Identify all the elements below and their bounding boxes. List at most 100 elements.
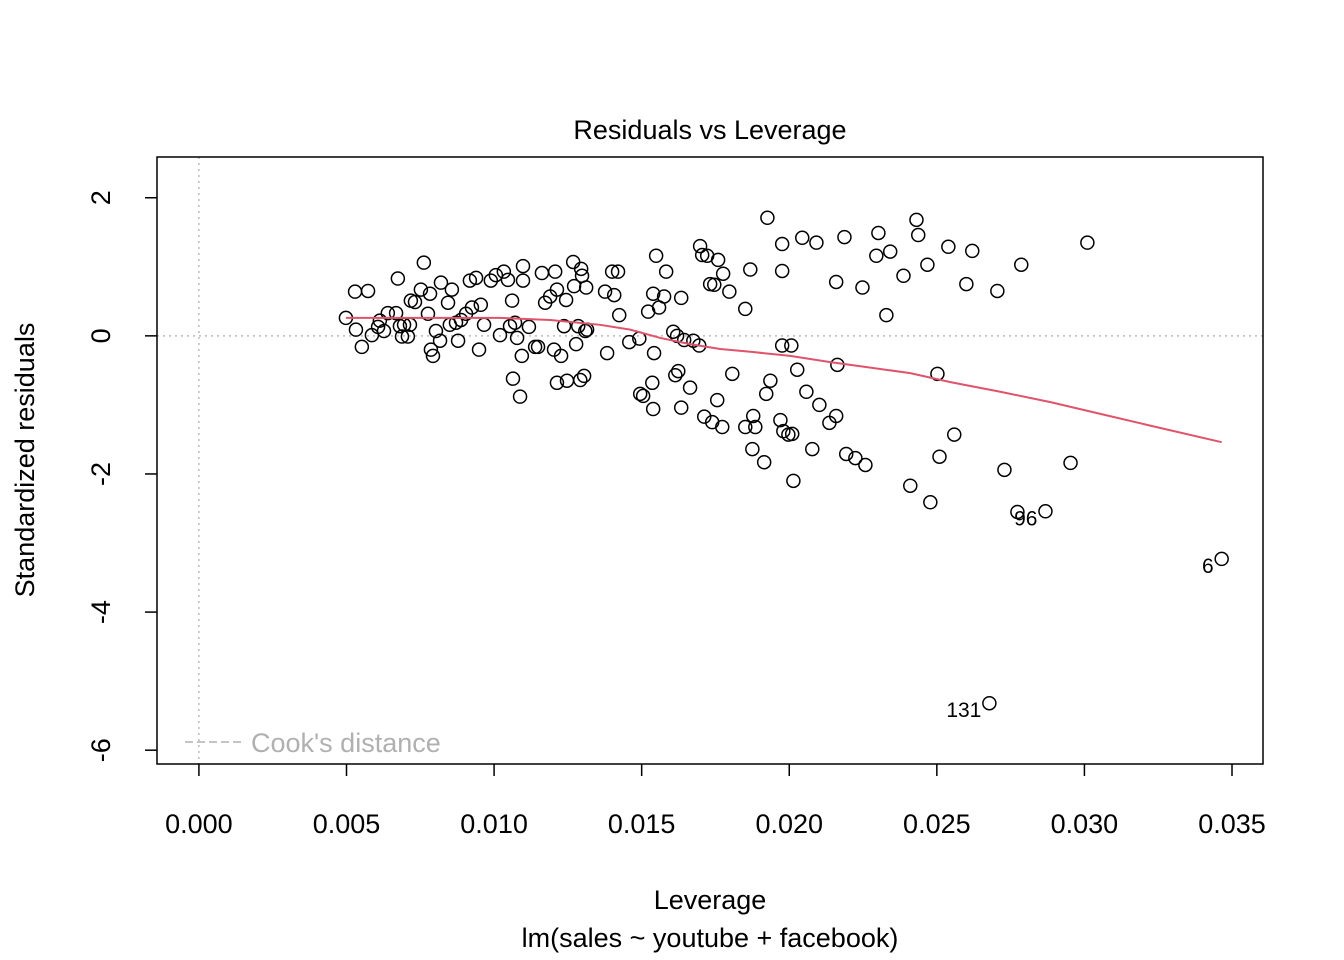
point (745, 441, 760, 457)
point (505, 371, 521, 386)
point (512, 389, 528, 404)
point (348, 322, 364, 337)
y-tick-label: 2 (86, 190, 116, 205)
point (758, 386, 774, 402)
point (611, 307, 627, 323)
point (604, 264, 620, 279)
point (483, 273, 499, 288)
point (507, 315, 523, 330)
point (549, 282, 565, 297)
point (910, 227, 926, 243)
point (896, 268, 911, 284)
point (920, 257, 935, 272)
point (1214, 551, 1229, 567)
point (805, 441, 820, 457)
point (725, 366, 740, 382)
chart-title: Residuals vs Leverage (573, 115, 846, 145)
point (707, 277, 722, 293)
plot-frame (156, 156, 1264, 765)
point (784, 426, 800, 442)
point (743, 262, 758, 277)
point (990, 283, 1005, 299)
point (468, 270, 484, 286)
point (573, 372, 588, 388)
point (390, 271, 406, 286)
point (423, 342, 439, 357)
point (676, 332, 692, 348)
point (773, 412, 788, 428)
point (578, 280, 594, 295)
point (380, 305, 396, 321)
point (515, 273, 531, 288)
point (492, 327, 508, 343)
point (1010, 504, 1025, 520)
point (715, 266, 731, 281)
point (599, 345, 615, 361)
point (1080, 235, 1095, 250)
point (496, 264, 512, 279)
point (530, 339, 546, 355)
point (556, 318, 572, 334)
point (869, 248, 884, 263)
point (450, 333, 466, 348)
point (576, 368, 592, 384)
smooth-line (345, 316, 1222, 444)
point (645, 286, 661, 301)
point (789, 362, 805, 377)
point (794, 230, 810, 246)
point (1063, 455, 1078, 471)
point (376, 323, 392, 339)
point (799, 384, 814, 400)
point (837, 229, 852, 245)
point (682, 380, 698, 395)
x-tick-label: 0.000 (165, 809, 233, 839)
x-tick-label: 0.015 (608, 809, 676, 839)
y-tick-label: -2 (86, 462, 116, 486)
point (372, 313, 388, 328)
point (428, 323, 444, 339)
point (738, 419, 753, 435)
x-tick-label: 0.025 (903, 809, 971, 839)
point (645, 401, 661, 417)
point (809, 235, 824, 250)
point (388, 305, 404, 321)
point (422, 286, 438, 301)
point (407, 294, 423, 310)
legend-label: Cook's distance (251, 728, 441, 758)
point (692, 238, 708, 254)
point (982, 695, 997, 711)
point-label: 6 (1202, 555, 1214, 578)
point (786, 473, 801, 489)
subtitle: lm(sales ~ youtube + facebook) (522, 923, 899, 953)
point (473, 297, 489, 313)
point (547, 264, 563, 279)
point (756, 454, 772, 470)
x-tick-label: 0.010 (460, 809, 528, 839)
point (714, 419, 730, 435)
point (509, 330, 525, 346)
x-tick-label: 0.005 (313, 809, 381, 839)
point (965, 243, 980, 259)
point (610, 264, 626, 279)
point (748, 419, 763, 435)
point (671, 363, 686, 379)
point (858, 457, 873, 473)
point (514, 348, 530, 364)
point (774, 338, 790, 353)
point (425, 348, 441, 364)
point (515, 258, 531, 274)
point (784, 338, 799, 353)
point (471, 342, 487, 357)
point (903, 478, 918, 493)
point (606, 287, 622, 303)
point (1014, 257, 1029, 272)
point (432, 333, 448, 348)
point-label: 131 (946, 699, 981, 722)
point (673, 400, 689, 415)
point (774, 236, 790, 252)
point (997, 462, 1012, 478)
x-tick-label: 0.030 (1051, 809, 1119, 839)
point (879, 307, 894, 323)
